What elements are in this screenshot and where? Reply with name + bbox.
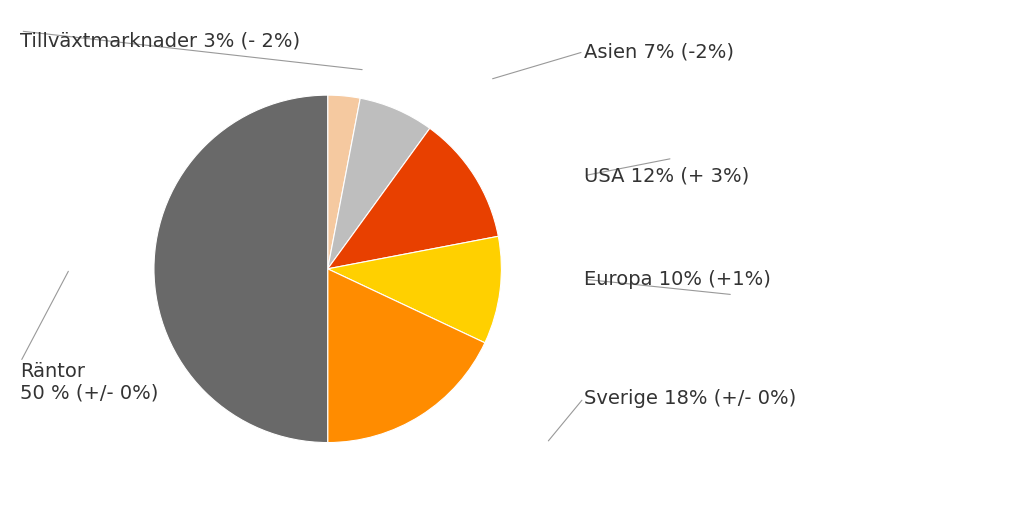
Wedge shape (328, 269, 484, 443)
Wedge shape (328, 98, 430, 269)
Wedge shape (328, 128, 499, 269)
Text: Asien 7% (-2%): Asien 7% (-2%) (584, 42, 733, 61)
Text: Europa 10% (+1%): Europa 10% (+1%) (584, 270, 770, 288)
Wedge shape (154, 95, 328, 443)
Text: Tillväxtmarknader 3% (- 2%): Tillväxtmarknader 3% (- 2%) (20, 31, 301, 50)
Wedge shape (328, 236, 502, 343)
Text: USA 12% (+ 3%): USA 12% (+ 3%) (584, 166, 749, 185)
Wedge shape (328, 95, 360, 269)
Text: Sverige 18% (+/- 0%): Sverige 18% (+/- 0%) (584, 389, 796, 407)
Text: Räntor
50 % (+/- 0%): Räntor 50 % (+/- 0%) (20, 362, 159, 403)
